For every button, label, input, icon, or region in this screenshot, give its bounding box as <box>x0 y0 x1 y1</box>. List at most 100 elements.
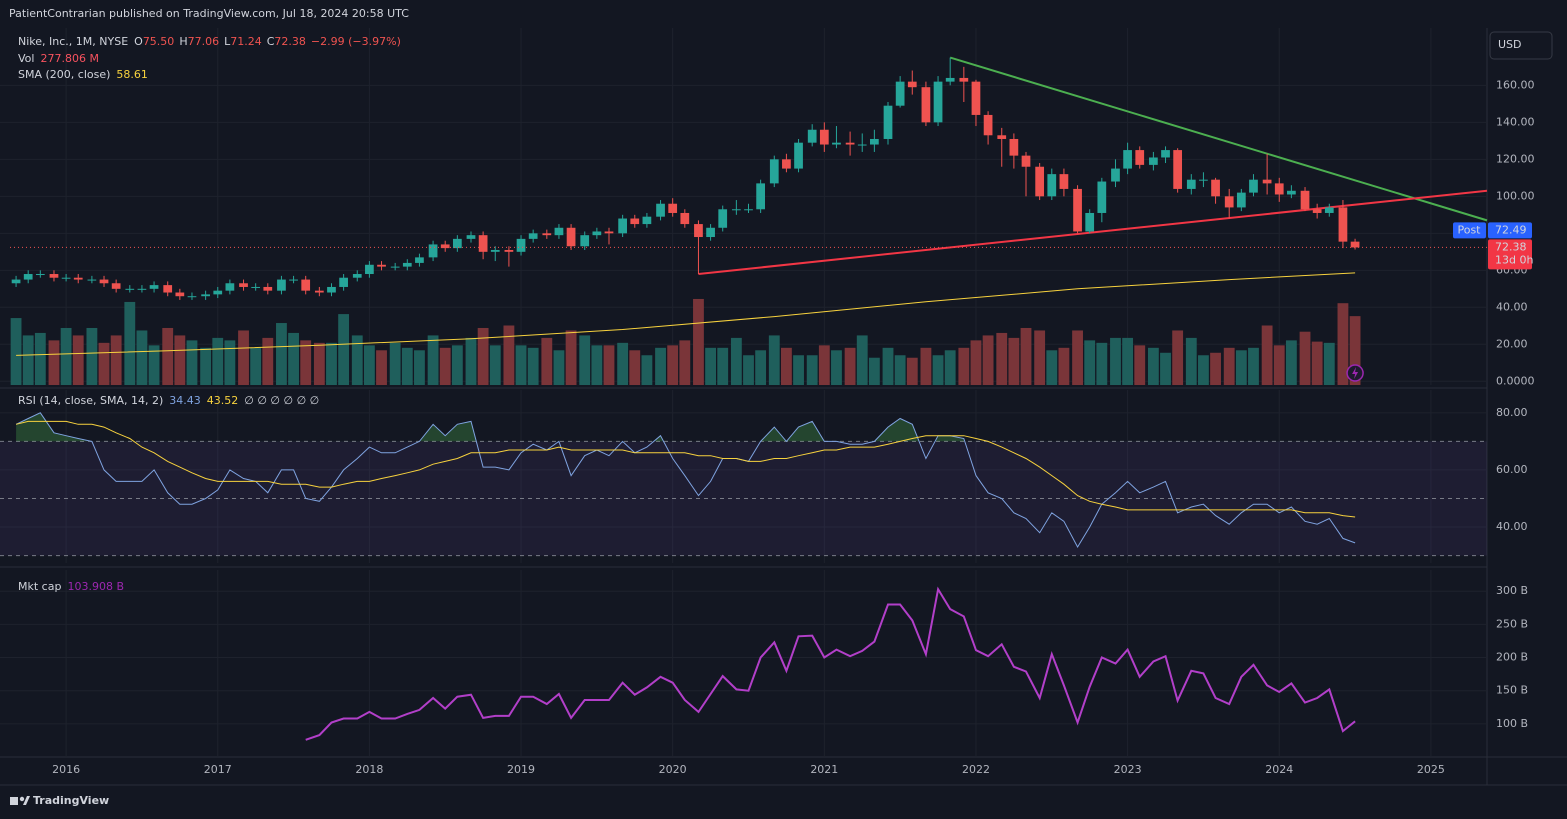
volume-bar <box>186 340 198 385</box>
symbol: Nike, Inc., 1M, NYSE <box>18 35 128 48</box>
volume-bar <box>401 347 413 385</box>
candle-body <box>756 183 765 210</box>
volume-bar <box>1122 337 1134 385</box>
x-tick-label: 2020 <box>659 763 687 776</box>
volume-bar <box>1337 303 1349 385</box>
price-legend: Nike, Inc., 1M, NYSE O75.50 H77.06 L71.24 C7… <box>18 35 401 81</box>
volume-bar <box>1134 345 1146 385</box>
alert-bolt <box>1352 367 1359 379</box>
candle-body <box>642 216 652 225</box>
y-tick-label: 20.00 <box>1496 337 1528 350</box>
currency-button[interactable] <box>1489 31 1553 60</box>
candle-body <box>895 81 905 106</box>
post-tag: Post <box>1457 223 1481 236</box>
volume-bar <box>86 327 98 385</box>
volume-bar <box>958 347 970 385</box>
candle-body <box>1173 150 1183 189</box>
volume-bar <box>932 355 944 385</box>
volume-bar <box>110 335 122 385</box>
candle-body <box>365 264 374 275</box>
currency[interactable]: USD <box>1498 38 1522 51</box>
y-tick-label: 0.0000 <box>1496 374 1535 387</box>
volume-bar <box>489 345 501 385</box>
candle-body <box>592 231 602 236</box>
candle-body <box>301 279 311 291</box>
candle-body <box>945 77 955 82</box>
candle-body <box>997 135 1007 139</box>
post-tag-box <box>1453 222 1486 239</box>
candle-body <box>402 262 412 267</box>
volume-bar <box>1020 327 1032 385</box>
x-tick-label: 2023 <box>1114 763 1142 776</box>
candle-body <box>61 277 71 279</box>
rsi-line <box>15 412 1356 549</box>
plot <box>10 56 1488 741</box>
volume-bar <box>730 337 742 385</box>
candle-body <box>1149 157 1158 165</box>
candle-body <box>732 209 741 211</box>
candle-body <box>542 233 552 236</box>
volume-bar <box>982 335 994 385</box>
candle-body <box>1274 183 1284 195</box>
volume-bar <box>1034 330 1046 385</box>
ohlc-key: L <box>224 35 231 48</box>
volume-bar <box>868 357 880 385</box>
candle-body <box>187 296 197 298</box>
volume-bar <box>1349 316 1361 385</box>
candle-body <box>289 279 298 281</box>
candle-body <box>656 203 665 217</box>
candle-body <box>857 144 867 146</box>
ohlc-value: 72.38 <box>274 35 306 48</box>
candle-body <box>630 218 640 225</box>
volume-bar <box>1185 337 1197 385</box>
volume-name: Vol <box>18 52 34 65</box>
volume-bar <box>200 347 212 385</box>
y-tick-label: 100 B <box>1496 717 1528 730</box>
volume-bar <box>894 355 906 385</box>
candle-body <box>478 235 488 252</box>
volume-bar <box>780 347 792 385</box>
volume-bar <box>755 350 767 385</box>
candle-body <box>49 274 59 278</box>
candle-body <box>23 274 33 280</box>
candle-body <box>604 231 614 234</box>
candle-body <box>516 238 526 252</box>
volume-bar <box>1046 350 1058 385</box>
volume-bar <box>629 350 641 385</box>
candle-body <box>1009 138 1019 156</box>
volume-bar <box>1172 330 1184 385</box>
volume-bar <box>1285 340 1297 385</box>
candle-body <box>883 105 893 139</box>
sma-name: SMA (200, close) <box>18 68 110 81</box>
volume-bar <box>136 330 148 385</box>
volume-bar <box>996 332 1008 385</box>
y-tick-label: 160.00 <box>1496 78 1535 91</box>
legend-line: Vol 277.806 M <box>18 52 99 65</box>
last-price: 72.38 <box>1495 240 1527 253</box>
candle-body <box>35 274 45 276</box>
volume-bar <box>1261 325 1273 385</box>
volume-bar <box>882 347 894 385</box>
volume-bar <box>541 337 553 385</box>
publisher: PatientContrarian published on TradingVi… <box>9 7 409 20</box>
volume-bar <box>1147 347 1159 385</box>
candle-body <box>352 274 362 278</box>
candle-body <box>225 283 235 291</box>
candle-body <box>327 286 336 293</box>
volume-value: 277.806 M <box>40 52 98 65</box>
volume-bar <box>693 298 704 385</box>
candle-body <box>1350 241 1360 248</box>
volume-bar <box>527 347 539 385</box>
volume-bar <box>970 340 982 385</box>
volume-bar <box>60 327 72 385</box>
volume-bar <box>212 337 224 385</box>
volume-bar <box>565 330 577 385</box>
candle-body <box>744 209 753 211</box>
candle-body <box>1047 174 1057 197</box>
candle-body <box>1324 207 1334 213</box>
x-tick-label: 2019 <box>507 763 535 776</box>
footer-logo <box>10 796 30 805</box>
mktcap-legend: Mkt cap 103.908 B <box>18 580 124 593</box>
